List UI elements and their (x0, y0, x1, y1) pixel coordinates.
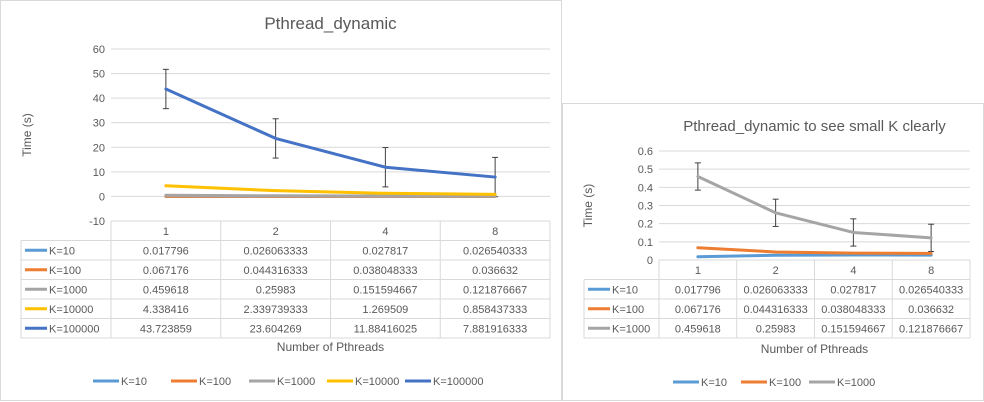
data-label: 43.723859 (140, 323, 192, 335)
y-tick-label: 0.3 (638, 201, 653, 213)
y-tick-label: 0.2 (638, 219, 653, 231)
x-tick-label: 4 (382, 226, 388, 238)
legend-label: K=100 (769, 377, 801, 389)
legend-label: K=100 (199, 376, 231, 388)
x-tick-label: 2 (273, 226, 279, 238)
data-label: 23.604269 (250, 323, 302, 335)
table-series-label: K=10 (612, 284, 638, 296)
y-tick-label: 0.1 (638, 237, 653, 249)
x-tick-label: 2 (773, 265, 779, 277)
data-label: 0.017796 (143, 245, 189, 257)
chart-small-k-svg: Pthread_dynamic to see small K clearly 0 0… (563, 104, 984, 402)
series-line-k-100000 (166, 89, 495, 177)
x-tick-label: 1 (695, 265, 701, 277)
data-label: 0.151594667 (353, 284, 417, 296)
x-tick-label: 1 (163, 226, 169, 238)
y-tick-label: 30 (93, 118, 105, 130)
series-line-k-10 (698, 255, 931, 257)
data-label: 0.121876667 (463, 284, 527, 296)
legend-label: K=1000 (277, 376, 315, 388)
legend-label: K=10 (701, 377, 727, 389)
table-series-label: K=100 (612, 304, 644, 316)
y-tick-label: 10 (93, 167, 105, 179)
y-tick-label: -10 (89, 216, 105, 228)
data-label: 0.026063333 (244, 245, 308, 257)
table-series-label: K=1000 (612, 323, 650, 335)
chart-panel-small-k: Pthread_dynamic to see small K clearly 0 0… (562, 103, 984, 401)
data-label: 0.044316333 (744, 304, 808, 316)
data-label: 0.026063333 (744, 284, 808, 296)
data-label: 0.036632 (472, 265, 518, 277)
data-label: 0.036632 (908, 304, 954, 316)
series-line-k-1000 (698, 177, 931, 238)
data-label: 0.038048333 (821, 304, 885, 316)
y-tick-label: 40 (93, 93, 105, 105)
y-tick-label: 20 (93, 142, 105, 154)
data-label: 0.459618 (143, 284, 189, 296)
data-label: 0.044316333 (244, 265, 308, 277)
data-label: 0.026540333 (899, 284, 963, 296)
data-label: 0.017796 (675, 284, 721, 296)
chart-main-svg: Pthread_dynamic -10 0 10 20 30 40 50 60 Time (s) 1… (1, 1, 563, 402)
table-series-label: K=10000 (49, 304, 93, 316)
data-label: 2.339739333 (244, 304, 308, 316)
data-label: 0.151594667 (821, 323, 885, 335)
table-series-label: K=10 (49, 245, 75, 257)
legend-label: K=10000 (355, 376, 399, 388)
y-axis-title: Time (s) (581, 184, 595, 228)
series-line-k-100 (698, 248, 931, 254)
data-label: 11.88416025 (354, 323, 417, 335)
x-tick-label: 4 (850, 265, 856, 277)
x-axis-title: Number of Pthreads (761, 342, 868, 356)
legend-label: K=1000 (837, 377, 875, 389)
y-tick-label: 0.4 (638, 182, 653, 194)
data-label: 1.269509 (362, 304, 408, 316)
data-label: 0.027817 (830, 284, 876, 296)
data-label: 0.121876667 (899, 323, 963, 335)
data-label: 0.25983 (756, 323, 796, 335)
x-axis-title: Number of Pthreads (277, 340, 384, 354)
table-series-label: K=1000 (49, 284, 87, 296)
legend-label: K=10 (121, 376, 147, 388)
x-tick-label: 8 (928, 265, 934, 277)
data-label: 7.881916333 (463, 323, 527, 335)
series-line-k-1000 (166, 195, 495, 196)
chart-panel-main: Pthread_dynamic -10 0 10 20 30 40 50 60 Time (s) 1… (0, 0, 562, 401)
data-label: 0.026540333 (463, 245, 527, 257)
legend-label: K=100000 (433, 376, 483, 388)
data-label: 0.25983 (256, 284, 296, 296)
data-label: 4.338416 (143, 304, 189, 316)
chart-title: Pthread_dynamic (264, 14, 397, 33)
y-tick-label: 0 (647, 255, 653, 267)
y-tick-label: 50 (93, 69, 105, 81)
data-label: 0.067176 (675, 304, 721, 316)
chart-title: Pthread_dynamic to see small K clearly (683, 118, 946, 135)
data-label: 0.459618 (675, 323, 721, 335)
data-label: 0.858437333 (463, 304, 527, 316)
y-tick-label: 0 (99, 191, 105, 203)
y-axis-title: Time (s) (20, 113, 34, 157)
table-series-label: K=100 (49, 265, 81, 277)
x-tick-label: 8 (492, 226, 498, 238)
series-line-k-10000 (166, 186, 495, 195)
table-series-label: K=100000 (49, 323, 99, 335)
data-label: 0.038048333 (353, 265, 417, 277)
y-tick-label: 60 (93, 44, 105, 56)
data-label: 0.027817 (362, 245, 408, 257)
y-tick-label: 0.5 (638, 164, 653, 176)
data-label: 0.067176 (143, 265, 189, 277)
y-tick-label: 0.6 (638, 146, 653, 158)
